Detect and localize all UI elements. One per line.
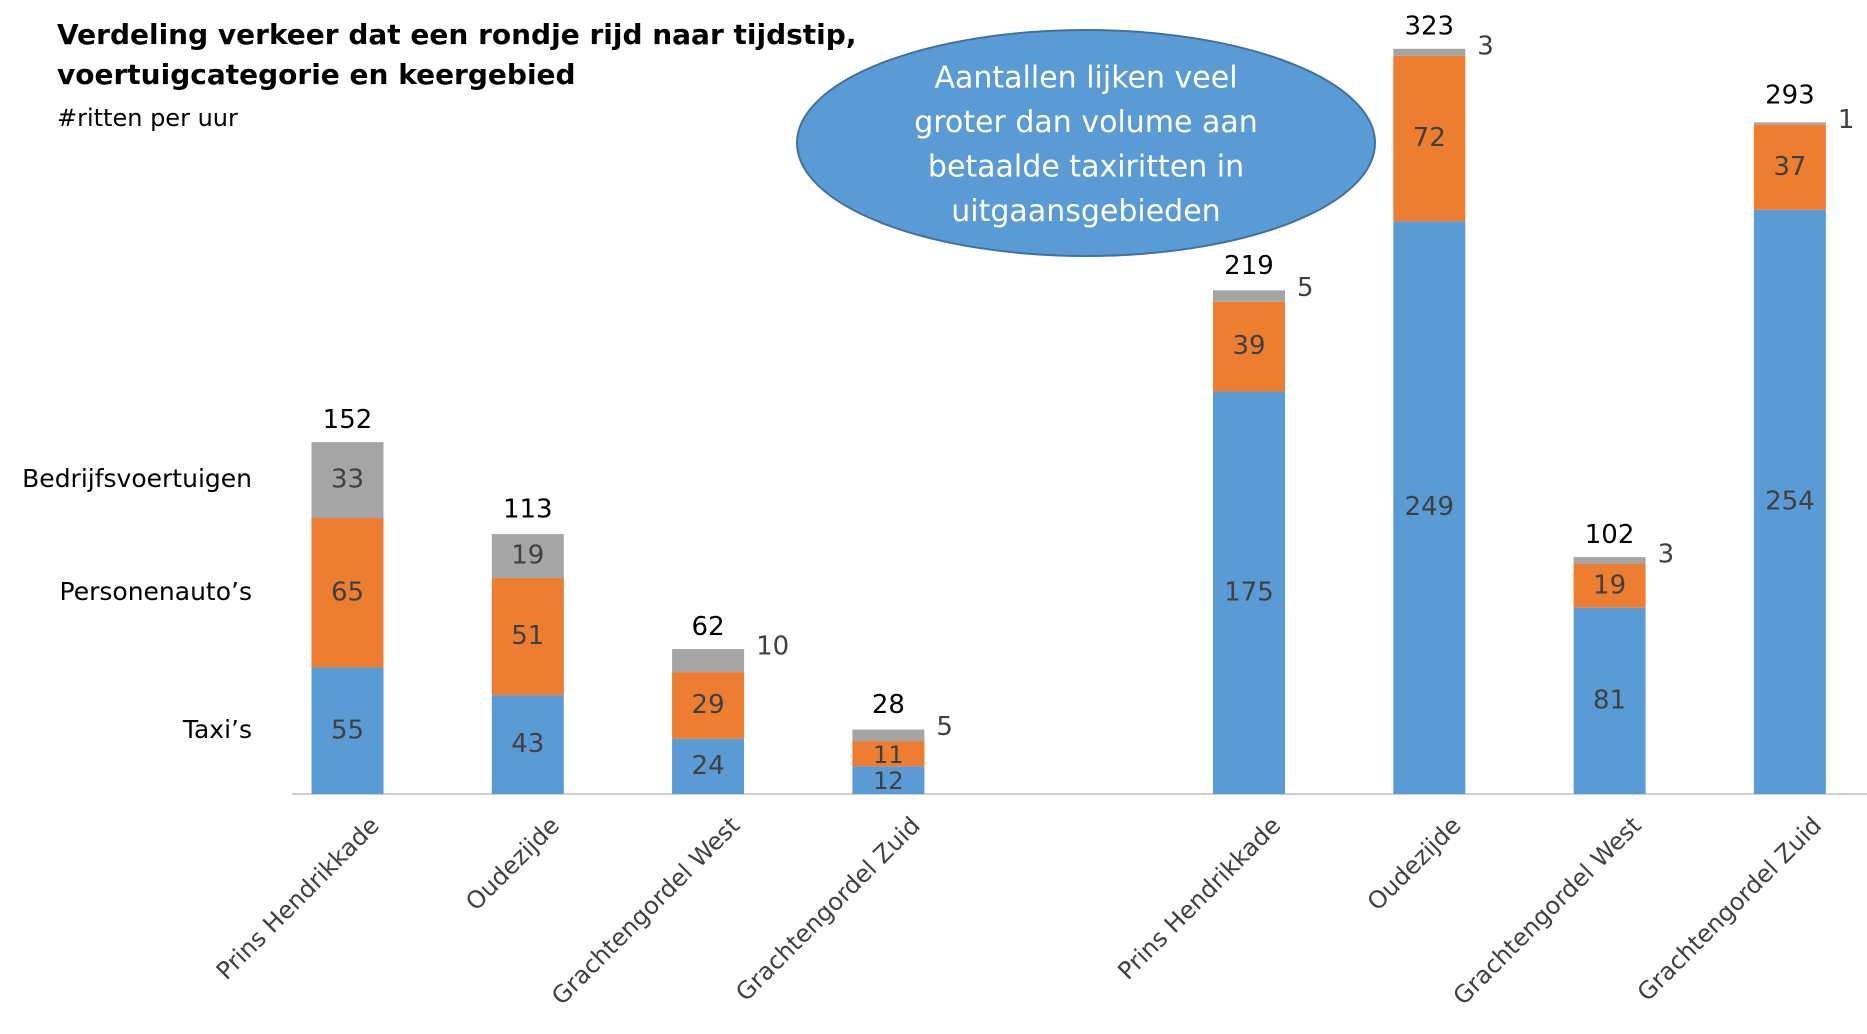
total-label: 102: [1585, 520, 1635, 550]
data-label: 11: [873, 741, 904, 769]
x-tick-label: Prins Hendrikkade: [1112, 811, 1286, 985]
callout: [796, 29, 1376, 257]
data-label: 175: [1224, 577, 1274, 607]
chart-title: voertuigcategorie en keergebied: [57, 58, 576, 91]
data-label: 19: [511, 540, 544, 570]
bar-segment: [1573, 557, 1646, 564]
bar-segment: [1213, 301, 1285, 392]
x-tick-label: Oudezijde: [460, 811, 565, 916]
callout-text: groter dan volume aan: [914, 105, 1258, 140]
data-label: 81: [1593, 685, 1626, 715]
total-label: 113: [503, 495, 553, 525]
data-label: 51: [511, 621, 544, 651]
data-label: 3: [1477, 31, 1494, 61]
total-label: 62: [692, 612, 725, 642]
x-tick-label: Grachtengordel Zuid: [1632, 811, 1827, 1006]
bar-segment: [1393, 55, 1466, 222]
data-label: 5: [936, 712, 953, 742]
x-tick-label: Grachtengordel Zuid: [730, 811, 925, 1006]
x-tick-label: Grachtengordel West: [546, 811, 745, 1010]
bar-segment: [491, 695, 564, 794]
data-label: 249: [1404, 492, 1454, 522]
bar-segment: [672, 672, 745, 739]
data-label: 37: [1773, 152, 1806, 182]
callout-text: betaalde taxiritten in: [928, 150, 1244, 185]
bar-segment: [1753, 122, 1826, 125]
bar-segment: [852, 741, 925, 767]
data-label: 29: [692, 690, 725, 720]
data-label: 3: [1658, 540, 1675, 570]
data-label: 12: [873, 767, 904, 795]
bar-segment: [1753, 124, 1826, 210]
bar-segment: [311, 442, 384, 518]
chart-subtitle: #ritten per uur: [57, 104, 238, 132]
total-label: 293: [1765, 81, 1815, 111]
data-label: 43: [511, 729, 544, 759]
total-label: 152: [323, 405, 373, 435]
legend-label: Personenauto’s: [60, 577, 252, 606]
callout-text: Aantallen lijken veel: [934, 61, 1237, 96]
x-tick-label: Grachtengordel West: [1448, 811, 1647, 1010]
bar-segment: [1753, 209, 1826, 795]
bar-segment: [1573, 607, 1646, 794]
bar-segment: [1393, 48, 1466, 56]
bar-segment: [1573, 564, 1646, 608]
bar-segment: [1213, 290, 1285, 302]
data-label: 55: [331, 715, 364, 745]
data-label: 24: [692, 751, 725, 781]
bar-segment: [311, 667, 384, 794]
data-label: 1: [1838, 105, 1855, 135]
chart-title: Verdeling verkeer dat een rondje rijd na…: [57, 18, 856, 51]
total-label: 323: [1404, 12, 1454, 42]
bar-segment: [672, 649, 745, 673]
data-label: 39: [1232, 331, 1265, 361]
x-tick-label: Prins Hendrikkade: [211, 811, 385, 985]
bar-segment: [852, 729, 925, 742]
data-label: 254: [1765, 486, 1815, 516]
data-label: 65: [331, 577, 364, 607]
data-label: 19: [1593, 570, 1626, 600]
bar-segment: [1213, 391, 1285, 794]
data-label: 5: [1297, 273, 1314, 303]
bar-segment: [491, 577, 564, 696]
legend-label: Taxi’s: [182, 715, 252, 744]
legend-label: Bedrijfsvoertuigen: [22, 464, 252, 493]
bar-segment: [1393, 221, 1466, 795]
data-label: 72: [1413, 123, 1446, 153]
bar-segment: [491, 534, 564, 578]
bar-segment: [672, 738, 745, 794]
callout-text: uitgaansgebieden: [951, 194, 1220, 229]
total-label: 219: [1224, 251, 1274, 281]
data-label: 33: [331, 465, 364, 495]
total-label: 28: [872, 690, 905, 720]
bar-segment: [311, 518, 384, 668]
bar-segment: [852, 766, 925, 794]
x-tick-label: Oudezijde: [1362, 811, 1467, 916]
data-label: 10: [756, 632, 789, 662]
